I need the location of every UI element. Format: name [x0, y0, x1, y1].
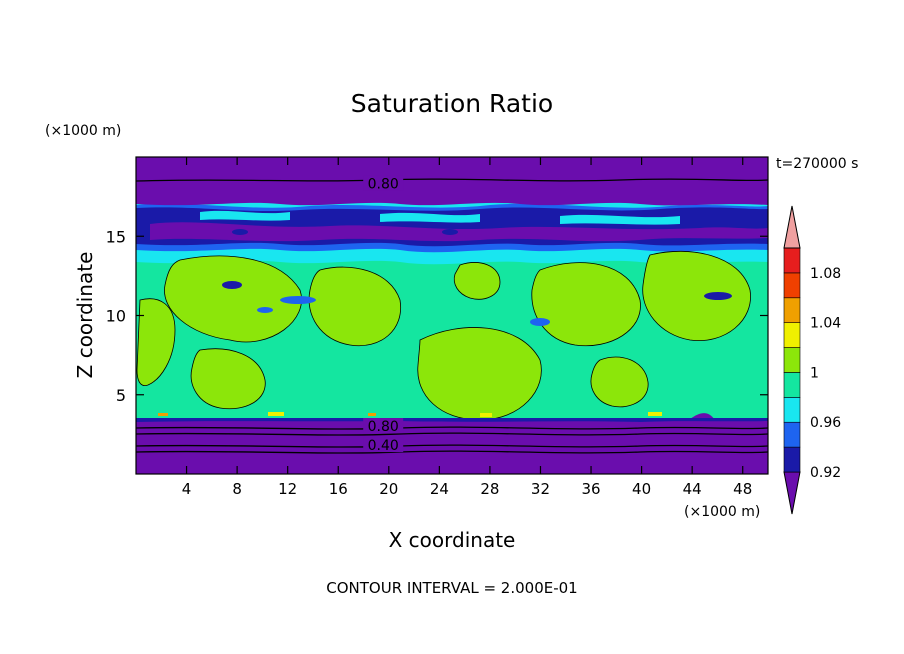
- contour-label-bg: [363, 437, 404, 453]
- blob-4: [531, 262, 641, 347]
- time-label: t=270000 s: [776, 156, 858, 172]
- colorbar-segment: [783, 322, 801, 348]
- warm-bit-4: [368, 413, 376, 416]
- contour-labels: 0.80 0.80 0.40: [363, 175, 404, 454]
- y-tick-label: 5: [116, 386, 126, 405]
- contour-label-bg: [363, 175, 404, 191]
- layer-surface-purple: [136, 413, 768, 474]
- blob-5: [642, 250, 751, 342]
- colorbar-lower-triangle: [783, 471, 801, 515]
- colorbar-segment: [783, 446, 801, 473]
- pocket-6: [530, 318, 550, 326]
- contour-label-bg: [363, 418, 404, 434]
- pocket-2: [704, 292, 732, 300]
- pocket-3: [442, 229, 458, 235]
- pocket-5: [280, 296, 316, 304]
- x-tick-label: 44: [683, 480, 702, 498]
- warm-bit-3: [648, 412, 662, 416]
- layer-surface-navy: [136, 418, 768, 422]
- x-axis-label: X coordinate: [389, 528, 516, 552]
- colorbar-segment: [783, 372, 801, 398]
- blob-9: [453, 262, 501, 300]
- y-axis-label: Z coordinate: [73, 252, 97, 379]
- contour-interval-footer: CONTOUR INTERVAL = 2.000E-01: [326, 579, 577, 597]
- x-unit-label: (×1000 m): [684, 504, 760, 520]
- colorbar-segment: [783, 272, 801, 299]
- colorbar-segment: [783, 247, 801, 274]
- layer-upper-purple: [136, 157, 768, 206]
- colorbar-segment: [783, 421, 801, 448]
- blob-1: [164, 255, 302, 343]
- colorbar-upper-triangle: [783, 205, 801, 249]
- contour-surface-040a: [136, 444, 768, 448]
- colorbar-segment: [783, 397, 801, 423]
- pocket-4: [232, 229, 248, 235]
- colorbar-label: 1: [810, 365, 819, 381]
- blob-3: [417, 327, 542, 421]
- colorbar-label: 1.04: [810, 316, 841, 332]
- contour-surface-040b: [136, 450, 768, 454]
- warm-bit-2: [480, 413, 492, 417]
- warm-bit-5: [158, 413, 168, 416]
- colorbar-label: 0.92: [810, 465, 841, 481]
- contour-top-080: [136, 178, 768, 182]
- blob-7: [190, 348, 266, 410]
- warm-bit-1: [268, 412, 284, 416]
- y-tick-label: 10: [106, 307, 126, 326]
- contour-label: 0.80: [368, 177, 399, 193]
- colorbar-segment: [783, 297, 801, 323]
- pocket-1: [222, 281, 242, 289]
- contour-surface-080b: [136, 432, 768, 436]
- contour-label: 0.40: [368, 438, 399, 454]
- y-unit-label: (×1000 m): [45, 123, 121, 139]
- blob-2: [308, 266, 402, 347]
- blob-6: [136, 298, 176, 387]
- x-tick-label: 36: [581, 480, 600, 498]
- contour-label: 0.80: [368, 419, 399, 435]
- x-tick-label: 20: [379, 480, 398, 498]
- x-tick-label: 12: [278, 480, 297, 498]
- x-tick-label: 40: [632, 480, 651, 498]
- x-tick-label: 28: [480, 480, 499, 498]
- colorbar: 0.92 0.96 1 1.04 1.08: [783, 205, 841, 515]
- pocket-7: [257, 307, 273, 313]
- x-tick-label: 24: [430, 480, 449, 498]
- colorbar-label: 0.96: [810, 415, 841, 431]
- colorbar-segment: [783, 347, 801, 373]
- y-tick-label: 15: [106, 227, 126, 246]
- colorbar-label: 1.08: [810, 266, 841, 282]
- contour-surface-080a: [136, 426, 768, 430]
- x-tick-label: 16: [329, 480, 348, 498]
- band-cyan-wisps: [200, 210, 680, 225]
- x-tick-label: 4: [182, 480, 192, 498]
- x-tick-label: 8: [232, 480, 242, 498]
- blob-8: [590, 356, 649, 408]
- band-purple-inner: [150, 222, 768, 242]
- chart-title: Saturation Ratio: [351, 89, 553, 118]
- x-tick-label: 32: [531, 480, 550, 498]
- x-tick-label: 48: [733, 480, 752, 498]
- contour-field: [136, 157, 768, 474]
